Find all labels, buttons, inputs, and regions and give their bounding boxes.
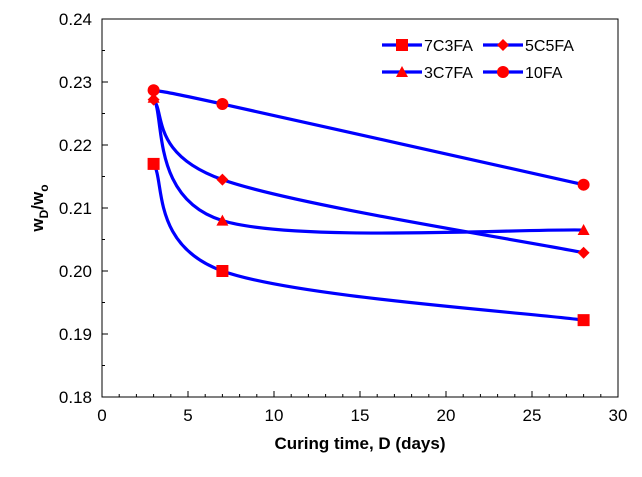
series-line-10FA xyxy=(152,88,586,187)
data-point-3C7FA xyxy=(147,91,160,103)
data-point-10FA xyxy=(216,98,229,111)
y-axis-title-sub2: o xyxy=(37,184,51,191)
x-tick-label: 0 xyxy=(97,406,106,425)
y-tick-label: 0.19 xyxy=(59,325,92,344)
data-point-5C5FA xyxy=(216,173,229,186)
data-point-7C3FA xyxy=(577,314,590,327)
y-axis-title-sep: /w xyxy=(28,191,47,210)
data-point-7C3FA xyxy=(147,157,160,170)
legend: 7C3FA 5C5FA 3C7FA 10FA xyxy=(382,38,574,82)
x-tick-label: 30 xyxy=(609,406,628,425)
series-lines xyxy=(152,88,586,322)
x-tick-label: 25 xyxy=(523,406,542,425)
legend-label-10FA: 10FA xyxy=(525,65,563,82)
legend-label-7C3FA: 7C3FA xyxy=(424,38,473,55)
legend-label-3C7FA: 3C7FA xyxy=(424,65,473,82)
y-tick-label: 0.24 xyxy=(59,10,92,29)
data-point-5C5FA xyxy=(577,246,590,259)
x-tick-label: 20 xyxy=(437,406,456,425)
y-tick-label: 0.20 xyxy=(59,262,92,281)
y-tick-label: 0.21 xyxy=(59,199,92,218)
data-point-7C3FA xyxy=(216,265,229,277)
y-tick-label: 0.22 xyxy=(59,136,92,155)
data-point-10FA xyxy=(147,84,160,97)
y-axis-title-sub1: D xyxy=(37,209,51,218)
y-tick-label: 0.18 xyxy=(59,388,92,407)
x-tick-label: 5 xyxy=(183,406,192,425)
plot-area xyxy=(101,18,619,398)
series-line-7C3FA xyxy=(152,162,586,322)
y-axis-ticks: 0.18 0.19 0.20 0.21 0.22 0.23 0.24 xyxy=(59,10,108,407)
data-point-3C7FA xyxy=(216,214,229,226)
data-point-10FA xyxy=(577,178,590,191)
y-axis-title: wD/wo xyxy=(28,184,51,232)
x-axis-title: Curing time, D (days) xyxy=(275,434,446,453)
legend-label-5C5FA: 5C5FA xyxy=(525,38,574,55)
x-tick-label: 15 xyxy=(351,406,370,425)
legend-marker-7C3FA xyxy=(396,39,408,51)
series-line-3C7FA xyxy=(152,96,586,235)
legend-marker-5C5FA xyxy=(497,39,509,51)
series-line-5C5FA xyxy=(152,98,586,255)
y-tick-label: 0.23 xyxy=(59,73,92,92)
x-tick-label: 10 xyxy=(265,406,284,425)
legend-marker-10FA xyxy=(497,66,509,78)
series-markers xyxy=(147,84,590,327)
y-axis-title-main: w xyxy=(28,218,47,233)
x-axis-ticks: 0 5 10 15 20 25 30 xyxy=(97,391,627,425)
data-point-3C7FA xyxy=(577,224,590,236)
legend-marker-3C7FA xyxy=(396,66,408,77)
